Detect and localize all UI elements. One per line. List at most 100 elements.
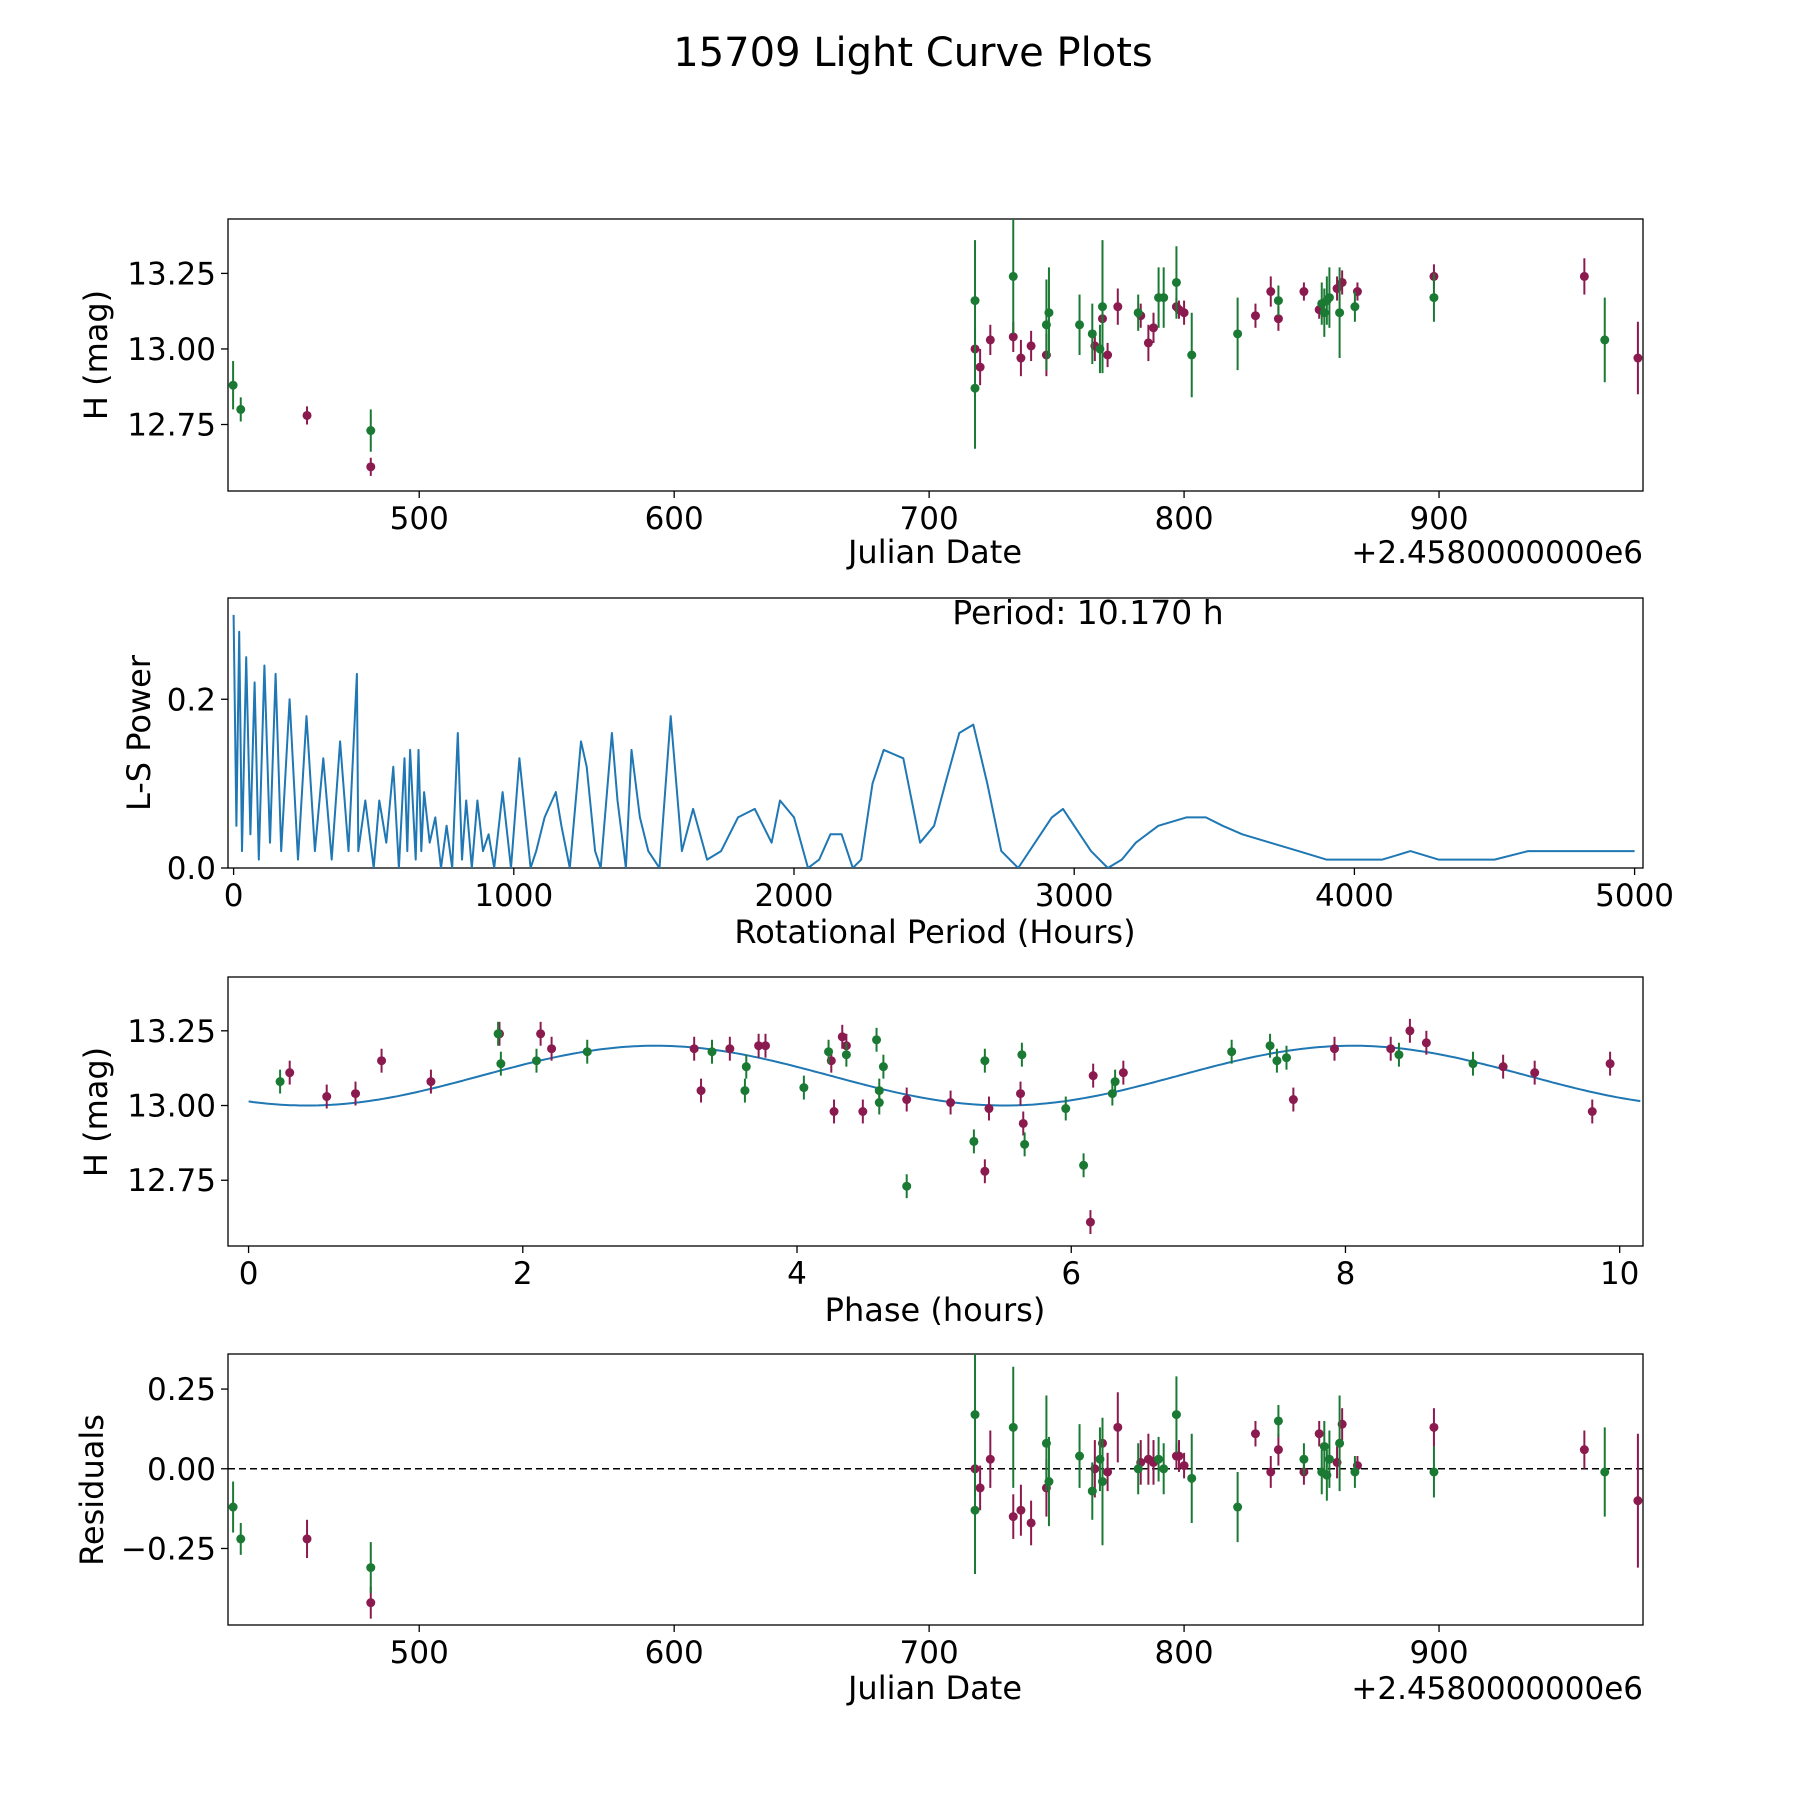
filter_o-point bbox=[985, 335, 995, 345]
filter_o-point bbox=[858, 1107, 868, 1116]
filter_o-point bbox=[322, 1092, 332, 1102]
filter_o-point bbox=[285, 1068, 295, 1078]
residuals-y-tick-label: −0.25 bbox=[121, 1531, 216, 1567]
filter_c-point bbox=[969, 1136, 979, 1146]
filter_c-point bbox=[1272, 1056, 1282, 1066]
filter_o-point bbox=[689, 1044, 699, 1054]
filter_c-point bbox=[799, 1083, 809, 1093]
phased-panel: Phase (hours) H (mag) 0 2 4 6 8 10 12.75 13.00 1… bbox=[77, 976, 1644, 1329]
filter_o-point bbox=[1288, 1095, 1298, 1105]
filter_c-point bbox=[1159, 1464, 1169, 1474]
filter_c-point bbox=[841, 1050, 851, 1060]
periodogram-plot-area bbox=[232, 614, 1635, 868]
filter_c-point bbox=[1600, 335, 1610, 345]
filter_c-point bbox=[1097, 302, 1107, 312]
lightcurve-y-tick-label: 13.25 bbox=[127, 256, 216, 292]
filter_o-point bbox=[366, 462, 376, 472]
filter_c-point bbox=[902, 1181, 912, 1191]
periodogram-x-tick-label: 5000 bbox=[1595, 878, 1674, 914]
residuals-y-tick-label: 0.25 bbox=[147, 1372, 216, 1408]
periodogram-ylabel: L-S Power bbox=[120, 654, 158, 811]
filter_o-point bbox=[754, 1041, 764, 1051]
figure-title: 15709 Light Curve Plots bbox=[673, 30, 1152, 76]
filter_c-point bbox=[1324, 1454, 1334, 1464]
filter_c-point bbox=[1017, 1050, 1027, 1060]
filter_c-point bbox=[1097, 1477, 1107, 1487]
filter_o-point bbox=[1088, 1071, 1098, 1081]
filter_c-point bbox=[1171, 1410, 1181, 1420]
filter_c-point bbox=[366, 426, 376, 436]
filter_c-point bbox=[878, 1062, 888, 1072]
periodogram-x-tick-label: 0 bbox=[224, 878, 244, 914]
filter_c-point bbox=[1468, 1059, 1478, 1069]
filter_o-point bbox=[1148, 323, 1158, 333]
phased-xlabel: Phase (hours) bbox=[825, 1291, 1046, 1329]
filter_c-point bbox=[1429, 1467, 1439, 1477]
filter_c-point bbox=[1061, 1104, 1071, 1114]
filter_o-point bbox=[1498, 1062, 1508, 1072]
phased-x-tick-label: 4 bbox=[787, 1256, 807, 1292]
filter_o-point bbox=[1273, 1445, 1283, 1455]
lightcurve-x-tick-label: 900 bbox=[1409, 501, 1468, 537]
filter_o-point bbox=[1250, 1429, 1260, 1439]
filter_c-point bbox=[1324, 293, 1334, 303]
phased-x-tick-label: 2 bbox=[513, 1256, 533, 1292]
periodogram-xlabel: Rotational Period (Hours) bbox=[734, 913, 1135, 951]
filter_o-point bbox=[1179, 308, 1189, 318]
filter_c-point bbox=[236, 404, 246, 414]
filter_o-point bbox=[760, 1041, 770, 1051]
filter_c-point bbox=[1110, 1077, 1120, 1087]
filter_o-point bbox=[1587, 1107, 1597, 1116]
filter_o-point bbox=[725, 1044, 735, 1054]
filter_o-point bbox=[1579, 1445, 1589, 1455]
filter_o-point bbox=[1026, 1518, 1036, 1528]
filter_c-point bbox=[1233, 1502, 1243, 1512]
filter_c-point bbox=[236, 1534, 246, 1544]
filter_c-point bbox=[493, 1029, 503, 1039]
lightcurve-x-tick-label: 600 bbox=[645, 501, 704, 537]
filter_o-point bbox=[696, 1086, 706, 1096]
filter_c-point bbox=[1273, 1416, 1283, 1426]
filter_o-point bbox=[1008, 332, 1018, 342]
filter_o-point bbox=[1633, 353, 1643, 363]
filter_o-point bbox=[1329, 1044, 1339, 1054]
phased-x-tick-label: 10 bbox=[1600, 1256, 1639, 1292]
filter_c-point bbox=[1265, 1041, 1275, 1051]
filter_o-point bbox=[1026, 341, 1036, 351]
filter_c-point bbox=[1159, 293, 1169, 303]
filter_c-point bbox=[1154, 1454, 1164, 1464]
filter_o-point bbox=[1266, 287, 1276, 297]
filter_o-point bbox=[1179, 1461, 1189, 1471]
filter_o-point bbox=[547, 1044, 557, 1054]
filter_c-point bbox=[1087, 329, 1097, 339]
filter_c-point bbox=[1227, 1047, 1237, 1057]
filter_c-point bbox=[1008, 1422, 1018, 1432]
filter_o-point bbox=[975, 362, 985, 372]
filter_o-point bbox=[1273, 314, 1283, 324]
phased-ylabel: H (mag) bbox=[77, 1047, 115, 1177]
periodogram-x-tick-label: 2000 bbox=[755, 878, 834, 914]
filter_o-point bbox=[1113, 1422, 1123, 1432]
lightcurve-x-tick-label: 800 bbox=[1154, 501, 1213, 537]
filter_c-point bbox=[707, 1047, 717, 1057]
lightcurve-xlabel: Julian Date bbox=[846, 533, 1022, 571]
filter_c-point bbox=[1187, 350, 1197, 360]
filter_c-point bbox=[1335, 1438, 1345, 1448]
residuals-x-tick-label: 500 bbox=[390, 1635, 449, 1671]
filter_c-point bbox=[970, 1505, 980, 1515]
filter_c-point bbox=[1044, 1477, 1054, 1487]
filter_o-point bbox=[1008, 1512, 1018, 1522]
filter_c-point bbox=[366, 1563, 376, 1573]
residuals-axes-frame bbox=[227, 1353, 1644, 1626]
filter_o-point bbox=[1143, 338, 1153, 348]
filter_c-point bbox=[1044, 308, 1054, 318]
filter_c-point bbox=[1350, 302, 1360, 312]
filter_c-point bbox=[1233, 329, 1243, 339]
lightcurve-x-offset: +2.4580000000e6 bbox=[1351, 535, 1643, 571]
lightcurve-y-tick-label: 12.75 bbox=[127, 408, 216, 444]
filter_c-point bbox=[874, 1098, 884, 1108]
filter_o-point bbox=[1405, 1026, 1415, 1036]
filter_o-point bbox=[536, 1029, 546, 1039]
filter_c-point bbox=[228, 380, 238, 390]
